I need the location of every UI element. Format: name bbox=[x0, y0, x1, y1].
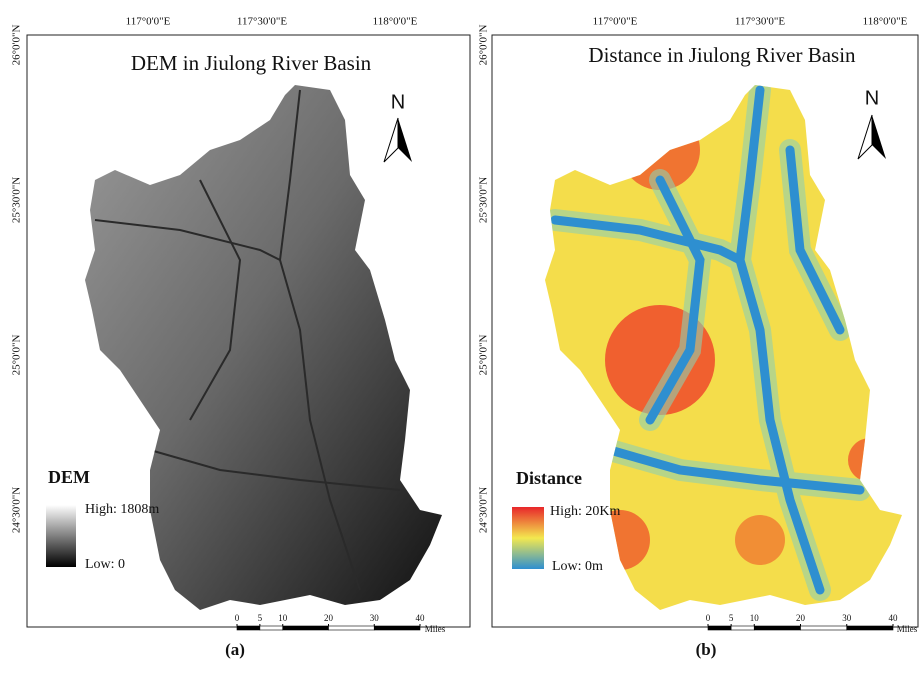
scale-segment bbox=[373, 625, 421, 631]
scale-label: 40 bbox=[416, 613, 426, 623]
north-arrow bbox=[383, 114, 886, 163]
frame-b bbox=[491, 34, 919, 628]
longitude-label: 118°0'0"E bbox=[373, 16, 418, 28]
longitude-label: 117°30'0"E bbox=[735, 16, 785, 28]
scale-label: 30 bbox=[842, 613, 852, 623]
scale-label: 30 bbox=[370, 613, 380, 623]
north-label: N bbox=[391, 91, 405, 113]
scale-segment bbox=[707, 625, 732, 631]
latitude-label: 25°30'0"N bbox=[478, 177, 490, 223]
caption: (a) bbox=[225, 640, 245, 659]
longitude-label: 118°0'0"E bbox=[863, 16, 908, 28]
map-title: Distance in Jiulong River Basin bbox=[588, 43, 856, 67]
scale-segment bbox=[846, 625, 894, 631]
legend-ramp bbox=[512, 507, 544, 569]
scale-label: 20 bbox=[324, 613, 334, 623]
scale-unit: Miles bbox=[897, 624, 918, 634]
latitude-label: 24°30'0"N bbox=[11, 487, 23, 533]
dem-map bbox=[85, 85, 442, 610]
legend-high: High: 1808m bbox=[85, 502, 159, 517]
scale-segment bbox=[753, 625, 801, 631]
scale-segment bbox=[282, 625, 329, 631]
scale-label: 5 bbox=[729, 613, 734, 623]
scale-segment bbox=[259, 625, 284, 631]
scale-label: 0 bbox=[706, 613, 711, 623]
legend-title: DEM bbox=[48, 467, 90, 487]
legend-low: Low: 0m bbox=[552, 559, 603, 574]
scale-segment bbox=[328, 625, 375, 631]
scale-label: 10 bbox=[750, 613, 760, 623]
latitude-label: 25°0'0"N bbox=[478, 335, 490, 376]
legend-high: High: 20Km bbox=[550, 504, 621, 519]
caption: (b) bbox=[696, 640, 717, 659]
distance-map bbox=[545, 85, 902, 610]
scale-segment bbox=[800, 625, 848, 631]
map-title: DEM in Jiulong River Basin bbox=[131, 51, 372, 75]
latitude-label: 24°30'0"N bbox=[478, 487, 490, 533]
scale-segment bbox=[236, 625, 261, 631]
longitude-label: 117°0'0"E bbox=[593, 16, 638, 28]
longitude-label: 117°0'0"E bbox=[126, 16, 171, 28]
scale-label: 20 bbox=[796, 613, 806, 623]
legend-title: Distance bbox=[516, 468, 582, 488]
scale-label: 10 bbox=[278, 613, 288, 623]
scale-label: 0 bbox=[235, 613, 240, 623]
scale-label: 5 bbox=[258, 613, 263, 623]
latitude-label: 26°0'0"N bbox=[478, 25, 490, 66]
latitude-label: 25°30'0"N bbox=[11, 177, 23, 223]
legend-ramp bbox=[46, 505, 76, 567]
legend-low: Low: 0 bbox=[85, 557, 125, 572]
scale-segment bbox=[730, 625, 755, 631]
longitude-label: 117°30'0"E bbox=[237, 16, 287, 28]
scale-label: 40 bbox=[889, 613, 899, 623]
latitude-label: 25°0'0"N bbox=[11, 335, 23, 376]
north-label: N bbox=[865, 87, 879, 109]
scale-unit: Miles bbox=[425, 624, 446, 634]
latitude-label: 26°0'0"N bbox=[11, 25, 23, 66]
